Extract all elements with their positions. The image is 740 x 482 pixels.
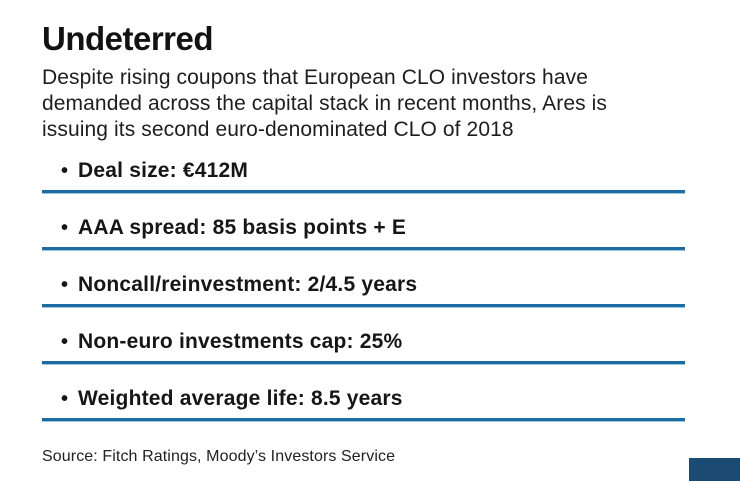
list-item-label: Weighted average life: 8.5 years <box>78 387 403 410</box>
list-item-aaa-spread: • AAA spread: 85 basis points + E <box>42 215 685 250</box>
list-item-deal-size: • Deal size: €412M <box>42 158 685 193</box>
bullet-icon: • <box>61 388 69 410</box>
subtitle-line-1: Despite rising coupons that European CLO… <box>42 66 588 89</box>
list-item-non-euro-cap: • Non-euro investments cap: 25% <box>42 329 685 364</box>
list-item-label: Non-euro investments cap: 25% <box>78 330 403 353</box>
bullet-icon: • <box>61 331 69 353</box>
list-item-label: Deal size: €412M <box>78 159 249 182</box>
list-item-label: Noncall/reinvestment: 2/4.5 years <box>78 273 418 296</box>
content-column: Undeterred Despite rising coupons that E… <box>42 0 685 466</box>
publisher-logo-block <box>689 458 740 481</box>
list-item-label: AAA spread: 85 basis points + E <box>78 216 407 239</box>
list-item-noncall-reinvestment: • Noncall/reinvestment: 2/4.5 years <box>42 272 685 307</box>
bullet-icon: • <box>61 160 69 182</box>
list-item-weighted-average-life: • Weighted average life: 8.5 years <box>42 386 685 421</box>
source-credit: Source: Fitch Ratings, Moody’s Investors… <box>42 448 396 465</box>
bullet-icon: • <box>61 274 69 296</box>
subtitle-line-2: demanded across the capital stack in rec… <box>42 92 608 115</box>
page-title: Undeterred <box>42 20 214 57</box>
fact-list: • Deal size: €412M • AAA spread: 85 basi… <box>42 158 685 421</box>
bullet-icon: • <box>61 217 69 239</box>
subtitle: Despite rising coupons that European CLO… <box>42 65 685 143</box>
subtitle-line-3: issuing its second euro-denominated CLO … <box>42 118 514 141</box>
